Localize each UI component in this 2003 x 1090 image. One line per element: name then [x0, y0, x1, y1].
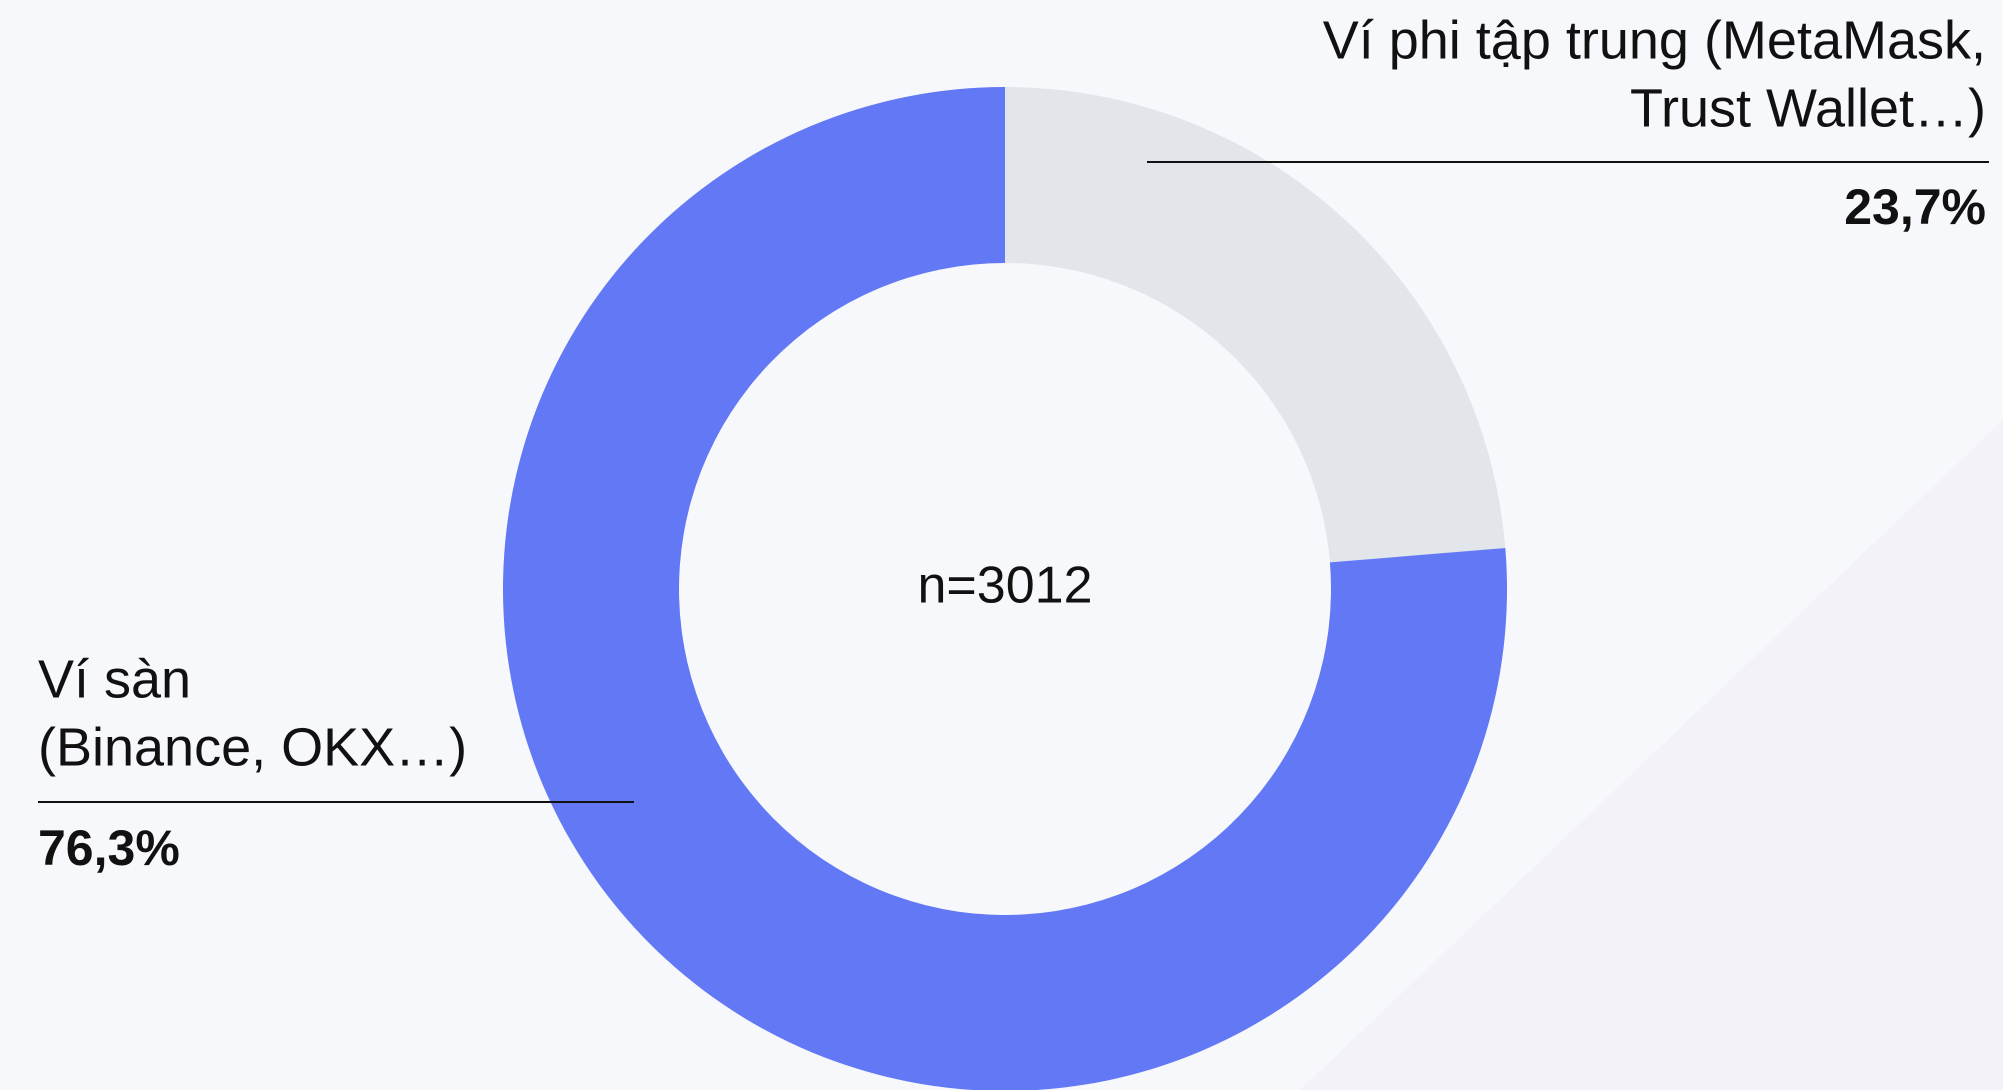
- labels: Ví phi tập trung (MetaMask, Trust Wallet……: [38, 10, 1989, 876]
- sample-size: n=3012: [918, 557, 1093, 615]
- donut-segment: [1005, 87, 1506, 563]
- donut-segment: [503, 87, 1507, 1090]
- value-label: 23,7%: [1844, 179, 1986, 235]
- donut: [503, 87, 1507, 1090]
- slice-label: Ví sàn: [38, 649, 191, 709]
- slice-label: Ví phi tập trung (MetaMask,: [1323, 10, 1986, 70]
- slice-label: (Binance, OKX…): [38, 717, 467, 777]
- background-shape: [1300, 420, 2003, 1090]
- value-label: 76,3%: [38, 820, 180, 876]
- slice-label: Trust Wallet…): [1630, 78, 1986, 138]
